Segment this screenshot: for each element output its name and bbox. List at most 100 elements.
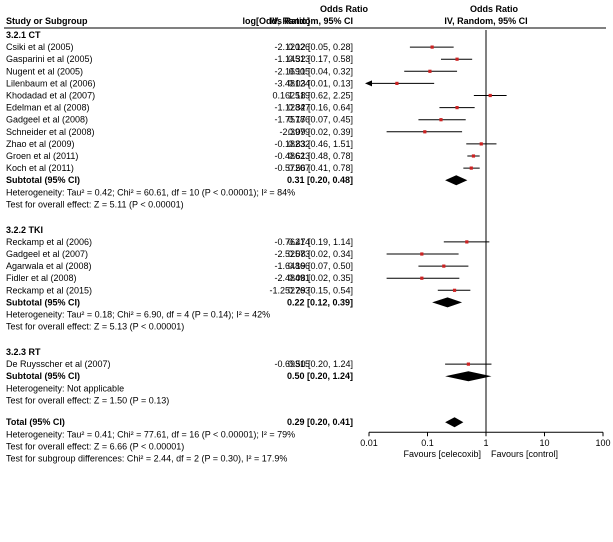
study-log-or: -2.16905 [274, 66, 310, 76]
subtotal-diamond [445, 371, 492, 382]
study-log-or: -2.52573 [274, 249, 310, 259]
subtotal-diamond [432, 297, 463, 308]
study-point [465, 240, 469, 244]
study-point [442, 264, 446, 268]
heterogeneity-text: Heterogeneity: Tau² = 0.18; Chi² = 6.90,… [6, 310, 270, 320]
study-ci: 0.03 [0.01, 0.13] [288, 78, 353, 88]
study-name: Groen et al (2011) [6, 151, 78, 161]
subtotal-label: Subtotal (95% CI) [6, 297, 80, 307]
study-name: Agarwala et al (2008) [6, 261, 92, 271]
x-tick-label: 1 [483, 438, 488, 448]
study-ci: 0.17 [0.07, 0.45] [288, 115, 353, 125]
x-tick-label: 10 [539, 438, 549, 448]
study-name: De Ruysscher et al (2007) [6, 359, 111, 369]
total-overall-effect: Test for overall effect: Z = 6.66 (P < 0… [6, 441, 184, 451]
study-name: Gadgeel et al (2007) [6, 249, 88, 259]
study-ci: 0.12 [0.05, 0.28] [288, 42, 353, 52]
total-ci: 0.29 [0.20, 0.41] [287, 417, 353, 427]
subtotal-ci: 0.22 [0.12, 0.39] [287, 297, 353, 307]
study-point [452, 288, 457, 292]
favours-right: Favours [control] [491, 449, 558, 459]
header-odds-ratio-1: Odds Ratio [320, 4, 369, 14]
header-log-or: log[Odds Ratio] [243, 16, 311, 26]
study-name: Zhao et al (2009) [6, 139, 75, 149]
total-heterogeneity: Heterogeneity: Tau² = 0.41; Chi² = 77.61… [6, 429, 295, 439]
study-point [455, 106, 459, 110]
study-point [466, 362, 470, 366]
study-ci: 0.56 [0.41, 0.78] [288, 163, 353, 173]
study-point [488, 93, 492, 98]
group-title: 3.2.1 CT [6, 30, 41, 40]
study-point [479, 142, 483, 146]
study-name: Schneider et al (2008) [6, 127, 95, 137]
study-name: Khodadad et al (2007) [6, 91, 95, 101]
study-log-or: -1.64866 [274, 261, 310, 271]
study-log-or: -1.14513 [274, 54, 310, 64]
study-name: Nugent et al (2005) [6, 66, 83, 76]
study-ci-arrow [365, 80, 372, 87]
header-plot-odds-ratio-1: Odds Ratio [470, 4, 519, 14]
header-iv-random-2: IV, Random, 95% CI [444, 16, 527, 26]
study-name: Lilenbaum et al (2006) [6, 78, 96, 88]
header-study: Study or Subgroup [6, 16, 88, 26]
subtotal-ci: 0.31 [0.20, 0.48] [287, 175, 353, 185]
study-ci: 0.83 [0.46, 1.51] [288, 139, 353, 149]
overall-effect-text: Test for overall effect: Z = 5.13 (P < 0… [6, 322, 184, 332]
study-ci: 0.47 [0.19, 1.14] [288, 237, 353, 247]
study-log-or: -0.18232 [274, 139, 310, 149]
subtotal-label: Subtotal (95% CI) [6, 175, 80, 185]
study-ci: 0.08 [0.02, 0.35] [288, 273, 353, 283]
study-log-or: -2.12026 [274, 42, 310, 52]
study-ci: 0.61 [0.48, 0.78] [288, 151, 353, 161]
x-tick-label: 100 [595, 438, 610, 448]
study-point [395, 81, 399, 85]
subgroup-differences: Test for subgroup differences: Chi² = 2.… [6, 454, 287, 464]
study-log-or: -0.76214 [274, 237, 310, 247]
study-ci: 0.11 [0.04, 0.32] [289, 66, 353, 76]
study-log-or: -2.3979 [279, 127, 310, 137]
study-point [469, 166, 473, 170]
study-log-or: -0.69315 [274, 359, 310, 369]
study-ci: 0.32 [0.17, 0.58] [288, 54, 353, 64]
study-log-or: 0.162519 [272, 91, 310, 101]
study-ci: 0.08 [0.02, 0.34] [288, 249, 353, 259]
heterogeneity-text: Heterogeneity: Not applicable [6, 383, 124, 393]
study-point [423, 130, 427, 134]
study-point [471, 154, 476, 158]
study-log-or: -1.252763 [269, 285, 310, 295]
overall-effect-text: Test for overall effect: Z = 5.11 (P < 0… [6, 199, 184, 209]
x-tick-label: 0.01 [360, 438, 378, 448]
study-log-or: -2.48491 [274, 273, 310, 283]
favours-left: Favours [celecoxib] [403, 449, 481, 459]
study-name: Csiki et al (2005) [6, 42, 74, 52]
study-name: Fidler et al (2008) [6, 273, 77, 283]
total-diamond [445, 417, 464, 428]
study-name: Gasparini et al (2005) [6, 54, 93, 64]
subtotal-label: Subtotal (95% CI) [6, 371, 80, 381]
study-log-or: -3.48124 [274, 78, 310, 88]
heterogeneity-text: Heterogeneity: Tau² = 0.42; Chi² = 60.61… [6, 187, 295, 197]
overall-effect-text: Test for overall effect: Z = 1.50 (P = 0… [6, 395, 169, 405]
study-log-or: -0.57207 [274, 163, 310, 173]
study-point [420, 252, 424, 256]
study-ci: 0.09 [0.02, 0.39] [288, 127, 353, 137]
study-name: Gadgeel et al (2008) [6, 115, 88, 125]
study-name: Edelman et al (2008) [6, 103, 90, 113]
group-title: 3.2.2 TKI [6, 225, 43, 235]
study-log-or: -0.48623 [274, 151, 310, 161]
total-label: Total (95% CI) [6, 417, 65, 427]
study-point [439, 118, 443, 122]
study-name: Reckamp et al (2015) [6, 285, 92, 295]
study-name: Reckamp et al (2006) [6, 237, 92, 247]
study-ci: 1.18 [0.62, 2.25] [288, 91, 353, 101]
study-name: Koch et al (2011) [6, 163, 74, 173]
subtotal-diamond [445, 175, 468, 186]
study-point [430, 45, 434, 49]
study-point [455, 57, 459, 61]
group-title: 3.2.3 RT [6, 347, 41, 357]
x-tick-label: 0.1 [421, 438, 434, 448]
study-ci: 0.50 [0.20, 1.24] [288, 359, 353, 369]
study-ci: 0.19 [0.07, 0.50] [288, 261, 353, 271]
subtotal-ci: 0.50 [0.20, 1.24] [287, 371, 353, 381]
